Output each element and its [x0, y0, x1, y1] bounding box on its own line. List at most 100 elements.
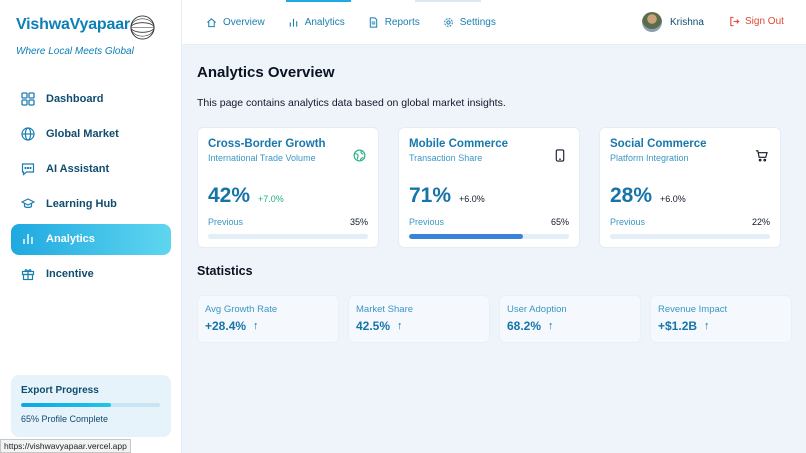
gift-icon — [21, 267, 35, 281]
graduation-cap-icon — [21, 197, 35, 211]
tab-reports[interactable]: Reports — [368, 0, 420, 45]
card-change: +7.0% — [258, 194, 284, 204]
card-subtitle: International Trade Volume — [208, 153, 316, 163]
arrow-up-icon: ↑ — [704, 320, 710, 332]
card-previous-label: Previous — [409, 217, 445, 227]
sidebar-item-analytics[interactable]: Analytics — [11, 223, 171, 255]
brand-name: VishwaVyapaar — [16, 16, 130, 33]
card-progress-bar — [208, 234, 368, 239]
sidebar-item-ai-assistant[interactable]: AI Assistant — [11, 153, 171, 184]
smartphone-icon — [553, 148, 567, 162]
card-previous-label: Previous — [610, 217, 646, 227]
tab-label: Overview — [223, 17, 265, 28]
top-tabs: Overview Analytics Reports Settings — [206, 0, 519, 45]
metric-card-mobile-commerce: Mobile Commerce Transaction Share 71% +6… — [398, 127, 580, 248]
page-title: Analytics Overview — [197, 64, 335, 81]
card-value-row: 28% +6.0% — [610, 184, 686, 208]
tab-settings[interactable]: Settings — [443, 0, 496, 45]
arrow-up-icon: ↑ — [253, 320, 259, 332]
card-title: Mobile Commerce — [409, 138, 509, 150]
home-icon — [206, 17, 217, 28]
user-name: Krishna — [670, 16, 704, 28]
avatar — [642, 12, 662, 32]
stat-value-row: +28.4% ↑ — [205, 319, 331, 333]
top-bar: Overview Analytics Reports Settings Kris… — [182, 0, 806, 45]
gear-icon — [443, 17, 454, 28]
export-progress-card: Export Progress 65% Profile Complete — [11, 375, 171, 437]
tab-label: Reports — [384, 17, 420, 28]
tab-overview[interactable]: Overview — [206, 0, 265, 45]
export-progress-bar — [21, 403, 160, 407]
card-progress-bar — [610, 234, 770, 239]
tab-label: Analytics — [304, 17, 345, 28]
stat-user-adoption: User Adoption 68.2% ↑ — [499, 295, 641, 343]
card-change: +6.0% — [459, 194, 485, 204]
stat-label: User Adoption — [507, 304, 567, 315]
sign-out-icon — [729, 16, 740, 27]
tab-analytics[interactable]: Analytics — [285, 0, 351, 45]
card-value: 71% — [409, 184, 452, 207]
sidebar-item-incentive[interactable]: Incentive — [11, 259, 171, 290]
card-previous-row: Previous 22% — [610, 217, 770, 227]
document-icon — [368, 17, 379, 28]
stat-label: Market Share — [356, 304, 414, 315]
metric-card-social-commerce: Social Commerce Platform Integration 28%… — [599, 127, 781, 248]
globe-logo-icon — [130, 15, 155, 40]
brand[interactable]: VishwaVyapaar — [16, 16, 130, 34]
card-progress-bar — [409, 234, 569, 239]
user-profile[interactable]: Krishna — [642, 12, 704, 32]
card-subtitle: Platform Integration — [610, 153, 689, 163]
export-progress-title: Export Progress — [21, 385, 99, 396]
card-previous-value: 35% — [349, 217, 368, 227]
page-description: This page contains analytics data based … — [197, 97, 506, 109]
metric-card-cross-border-growth: Cross-Border Growth International Trade … — [197, 127, 379, 248]
main-content: Analytics Overview This page contains an… — [182, 45, 806, 453]
stat-market-share: Market Share 42.5% ↑ — [348, 295, 490, 343]
stat-value-row: +$1.2B ↑ — [658, 319, 784, 333]
export-progress-text: 65% Profile Complete — [21, 414, 109, 424]
sidebar-nav: Dashboard Global Market AI Assistant Lea… — [11, 83, 171, 294]
tab-label: Settings — [459, 17, 496, 28]
card-value-row: 71% +6.0% — [409, 184, 485, 208]
sidebar: VishwaVyapaar Where Local Meets Global D… — [0, 0, 182, 453]
card-previous-row: Previous 35% — [208, 217, 368, 227]
bar-chart-icon — [21, 232, 35, 246]
tab-strip-decoration — [415, 0, 481, 2]
sidebar-item-global-market[interactable]: Global Market — [11, 118, 171, 149]
card-previous-value: 65% — [550, 217, 569, 227]
card-progress-fill — [409, 234, 523, 239]
stat-value: 68.2% — [507, 319, 542, 333]
sidebar-item-label: Incentive — [46, 268, 94, 281]
chat-icon — [21, 162, 35, 176]
card-change: +6.0% — [660, 194, 686, 204]
sidebar-item-learning-hub[interactable]: Learning Hub — [11, 189, 171, 220]
card-subtitle: Transaction Share — [409, 153, 483, 163]
dashboard-icon — [21, 91, 35, 106]
statistics-title: Statistics — [197, 264, 253, 278]
cart-icon — [754, 148, 768, 162]
arrow-up-icon: ↑ — [397, 320, 403, 332]
tagline: Where Local Meets Global — [16, 46, 134, 57]
card-value: 42% — [208, 184, 251, 207]
globe-icon — [21, 127, 35, 141]
sidebar-item-label: Global Market — [46, 127, 119, 140]
arrow-up-icon: ↑ — [548, 320, 554, 332]
sidebar-item-dashboard[interactable]: Dashboard — [11, 83, 171, 114]
sidebar-item-label: Learning Hub — [46, 198, 117, 211]
card-value-row: 42% +7.0% — [208, 184, 284, 208]
sidebar-item-label: AI Assistant — [46, 162, 110, 175]
stat-value-row: 42.5% ↑ — [356, 319, 482, 333]
sidebar-item-label: Dashboard — [46, 92, 104, 105]
card-previous-row: Previous 65% — [409, 217, 569, 227]
stat-avg-growth-rate: Avg Growth Rate +28.4% ↑ — [197, 295, 339, 343]
stat-value: +$1.2B — [658, 319, 698, 333]
status-url-tooltip: https://vishwavyapaar.vercel.app — [0, 439, 131, 453]
stat-value: +28.4% — [205, 319, 247, 333]
card-value: 28% — [610, 184, 653, 207]
card-previous-value: 22% — [751, 217, 770, 227]
stat-label: Revenue Impact — [658, 304, 728, 315]
card-title: Social Commerce — [610, 138, 707, 150]
export-progress-fill — [21, 403, 112, 407]
bar-chart-icon — [288, 17, 299, 28]
sign-out-button[interactable]: Sign Out — [729, 16, 784, 27]
